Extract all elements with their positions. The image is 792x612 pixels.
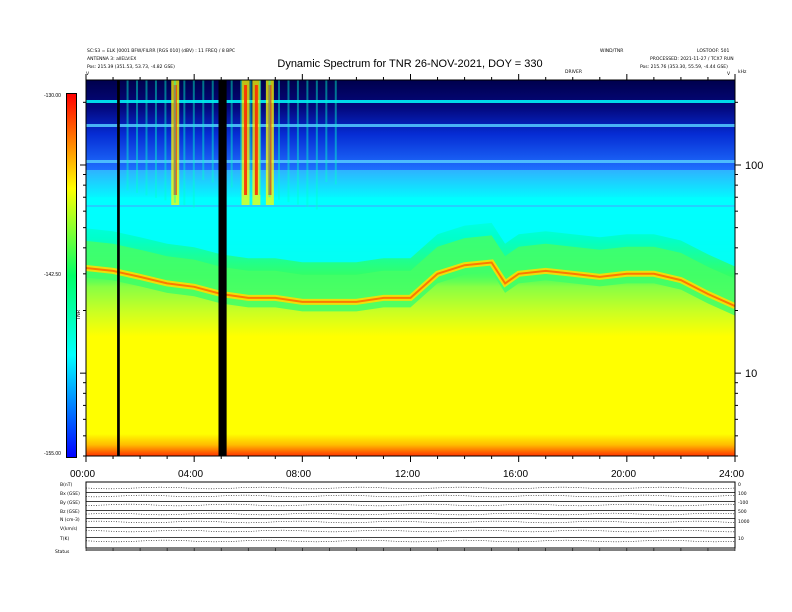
interference-line-3 (86, 205, 735, 207)
y-tick-label-0: 10 (745, 368, 757, 380)
bottom-right-tick-5: 10 (738, 537, 744, 542)
header-info-right-1: WIND/TNR (600, 49, 624, 54)
bottom-label-bz: Bz (GSE) (60, 510, 80, 515)
bottom-trace-0 (85, 486, 736, 490)
bottom-panels (85, 481, 736, 551)
faint-streak (183, 80, 186, 206)
faint-streak (325, 80, 328, 182)
y-tick-label-1: 100 (745, 160, 763, 172)
bottom-label-status: Status (55, 550, 70, 555)
bottom-right-tick-4: 1000 (738, 520, 750, 525)
header-info-right-2: PROCESSED: 2021-11-27 / TCX7 RUN (650, 57, 734, 62)
bottom-trace-6 (85, 539, 736, 543)
faint-streak (211, 80, 214, 183)
bottom-trace-5 (85, 529, 735, 533)
x-tick-label-04: 04:00 (178, 469, 204, 480)
cyan-band (86, 197, 735, 267)
faint-streak (126, 80, 129, 191)
faint-streak (202, 80, 205, 181)
bottom-right-tick-0: 0 (738, 483, 741, 488)
burst-core-1 (244, 85, 248, 195)
interference-line-2 (86, 160, 735, 163)
bottom-frame (85, 481, 736, 549)
bottom-label-t: T(K) (60, 537, 70, 542)
colorbar-tick-mid: -142.50 (44, 272, 61, 278)
panel-right-v-label: V (727, 72, 731, 77)
bottom-right-tick-2: -100 (738, 501, 749, 506)
bottom-trace-3 (85, 512, 736, 516)
bottom-label-n: N (cm-3) (60, 518, 80, 523)
plasma-line (86, 261, 735, 308)
bottom-trace-2 (85, 503, 736, 507)
chart-title: Dynamic Spectrum for TNR 26-NOV-2021, DO… (277, 58, 543, 70)
header-info-left-3: Pos: 215.39 (351.53, 53.73, -4.82 GSE) (87, 65, 175, 70)
interference-line-0 (86, 100, 735, 103)
faint-streak (334, 80, 337, 185)
header-info-right-1b: LOSTOOF: 501 (697, 49, 730, 54)
bottom-label-v: V(km/s) (60, 527, 78, 532)
bottom-right-tick-3: 500 (738, 510, 747, 515)
faint-streak (287, 80, 290, 203)
faint-streak (296, 80, 299, 205)
interference-line-1 (86, 124, 735, 127)
burst-core-2 (254, 85, 258, 195)
header-info-right-3: Pos: 215.76 (353.30, 55.59, -4.44 GSE) (640, 65, 728, 70)
colorbar-tick-top: -130.00 (44, 93, 61, 99)
faint-streak (154, 80, 157, 198)
faint-streak (259, 80, 262, 195)
faint-streak (277, 80, 280, 200)
x-tick-label-00: 00:00 (70, 469, 96, 480)
faint-streak (173, 80, 176, 203)
data-gap-0 (117, 80, 120, 456)
panel-left-v-label: V (86, 72, 90, 77)
faint-streak (192, 80, 195, 208)
panel-right-khz-label: kHz (738, 70, 747, 75)
x-tick-label-12: 12:00 (395, 469, 421, 480)
faint-streak (249, 80, 252, 193)
faint-streak (240, 80, 243, 190)
x-tick-label-24: 24:00 (719, 469, 745, 480)
header-info-left-1: SC:S3 = ELK [0001 BFW/FILRR [RGS 010] (d… (87, 49, 236, 54)
data-gap-1 (218, 80, 227, 456)
yellow-band (86, 272, 735, 456)
faint-streak (268, 80, 271, 198)
faint-streak (230, 80, 233, 188)
bottom-trace-1 (85, 494, 736, 498)
bottom-label-b: B(nT) (60, 483, 73, 488)
faint-streak (164, 80, 167, 201)
faint-streak (315, 80, 318, 210)
burst-core-0 (173, 85, 177, 195)
bottom-right-tick-1: 100 (738, 492, 747, 497)
faint-streak (136, 80, 139, 193)
bottom-trace-4 (85, 520, 736, 524)
faint-streak (145, 80, 148, 196)
x-tick-label-08: 08:00 (286, 469, 312, 480)
colorbar-tick-bottom: -155.00 (44, 451, 61, 457)
colorbar (66, 93, 77, 458)
x-tick-label-20: 20:00 (611, 469, 637, 480)
x-tick-label-16: 16:00 (503, 469, 529, 480)
panel-center-label: DRIVER (565, 70, 582, 75)
header-info-left-2: ANTENNA 3: allELV:EX (87, 57, 137, 62)
burst-core-3 (268, 85, 272, 195)
faint-streak (306, 80, 309, 208)
bottom-label-bx: Bx (GSE) (60, 492, 80, 497)
bottom-label-by: By (GSE) (60, 501, 80, 506)
